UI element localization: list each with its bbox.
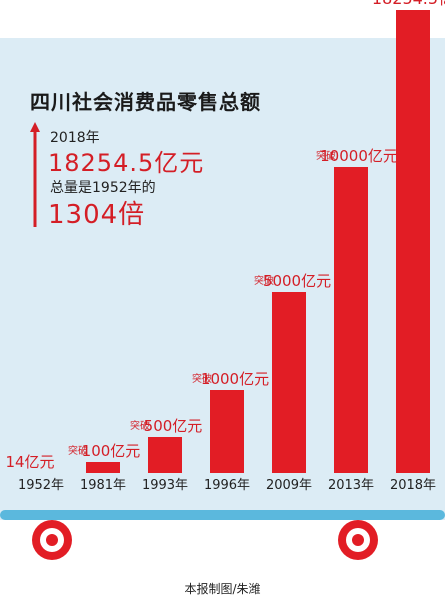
bar-value-label: 1000亿元 [201,370,269,388]
x-tick-label: 1996年 [204,478,250,493]
bar-value-label: 10000亿元 [320,147,398,165]
axle-bar [0,510,445,520]
chart-title: 四川社会消费品零售总额 [30,90,261,114]
up-arrow-icon [30,122,40,227]
bar-value-label: 14亿元 [5,453,54,471]
bar-3 [210,390,244,473]
bar-value-label: 500亿元 [144,417,203,435]
bar-value-label: 5000亿元 [263,272,331,290]
bar-label-prefix: 突破 [316,149,336,162]
chart-credit: 本报制图/朱潍 [184,582,261,596]
bar-label-prefix: 突破 [254,274,274,287]
x-tick-label: 2013年 [328,478,374,493]
left-wheel-icon-hub [46,534,58,546]
bar-6 [396,10,430,473]
bar-value-label: 18254.5亿元 [372,0,445,8]
x-tick-label: 2009年 [266,478,312,493]
summary-year: 2018年 [50,130,100,146]
right-wheel-icon-hub [352,534,364,546]
summary-value: 18254.5亿元 [48,149,205,177]
bar-label-prefix: 突破 [130,419,150,432]
bar-5 [334,167,368,473]
bar-label-prefix: 突破 [192,372,212,385]
bar-1 [86,462,120,473]
bar-label-prefix: 突破 [68,444,88,457]
bar-2 [148,437,182,473]
x-tick-label: 1993年 [142,478,188,493]
bar-value-label: 100亿元 [82,442,141,460]
summary-compare-text: 总量是1952年的 [50,180,156,196]
x-tick-label: 1952年 [18,478,64,493]
x-tick-label: 2018年 [390,478,436,493]
x-tick-label: 1981年 [80,478,126,493]
summary-multiple: 1304倍 [48,200,146,230]
bar-4 [272,292,306,473]
